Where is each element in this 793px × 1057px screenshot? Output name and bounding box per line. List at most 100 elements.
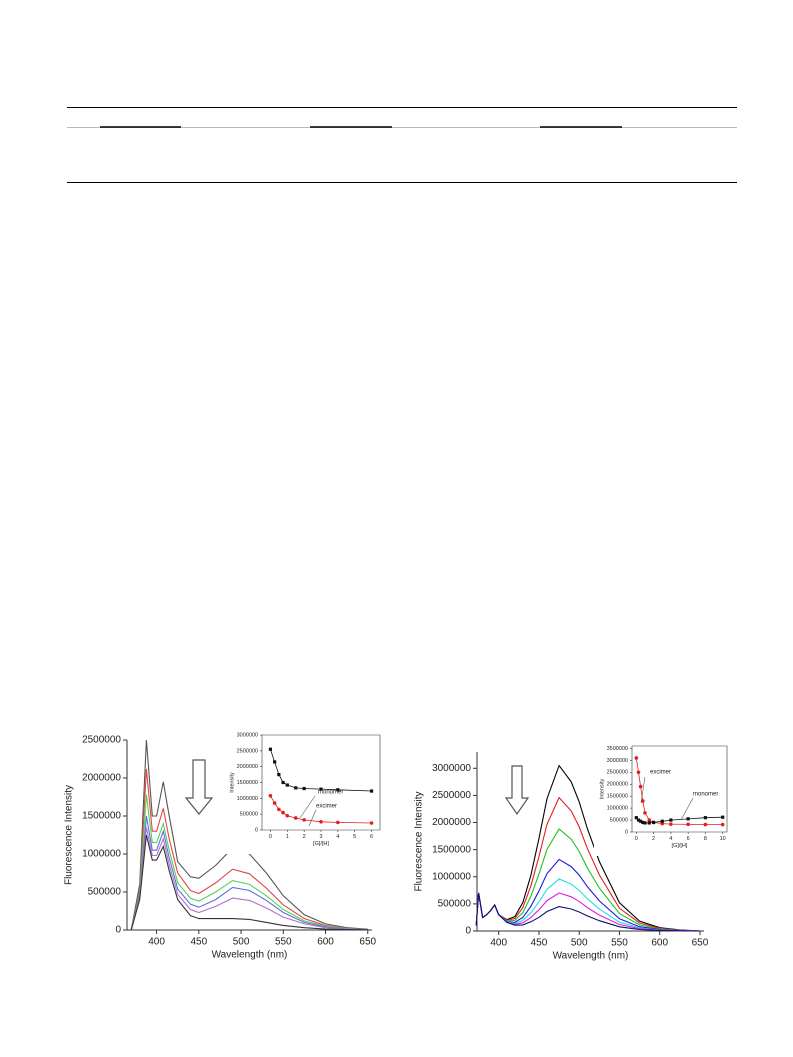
arrow [184,759,214,815]
x-tick-label: 400 [148,937,165,948]
y-tick-label: 1500000 [607,794,628,800]
y-tick-label: 2500000 [237,748,258,754]
y-tick-label: 1500000 [82,811,121,822]
x-tick-label: 550 [611,938,628,949]
annotation: monomer [693,792,718,798]
y-axis-label: Fluorescence Intensity [414,791,425,891]
y-tick-label: 3500000 [607,746,628,752]
y-tick-label: 500000 [610,818,628,824]
y-tick-label: 500000 [438,899,472,910]
inset-background [224,729,386,854]
marker [319,787,323,791]
y-tick-label: 2000000 [607,782,628,788]
marker [272,801,277,805]
chart: 400 450 500 550 600 6500500000100000015000002… [64,735,377,961]
marker [651,820,656,825]
annotation: excimer [650,770,671,776]
x-tick-label: 8 [704,836,707,842]
y-tick-label: 2000000 [237,764,258,770]
x-tick-label: 2 [303,834,306,840]
y-tick-label: 0 [255,827,258,833]
annotation-pointer [680,797,694,821]
x-tick-label: 650 [359,937,376,948]
marker [643,811,647,815]
marker [720,822,725,827]
table-rules [67,107,737,183]
x-tick-label: 10 [720,836,726,842]
marker [319,819,323,824]
inset-chart: 0 1 2 3 4 5 6 0 500000 1000000 1500000 2000000 25000… [224,729,386,854]
marker [703,816,708,820]
annotation: monomer [318,790,343,796]
marker [281,810,285,815]
annotation: excimer [316,804,337,810]
y-tick-label: 1500000 [432,844,471,855]
marker [285,783,289,787]
y-tick-label: 1000000 [432,871,471,882]
x-tick-label: 2 [652,836,655,842]
marker [285,813,290,818]
x-tick-label: 4 [336,834,339,840]
y-tick-label: 0 [465,926,471,937]
x-tick-label: 0 [635,836,638,842]
x-tick-label: 6 [687,836,690,842]
y-tick-label: 1000000 [82,849,121,860]
x-tick-label: 600 [317,937,334,948]
series-line [270,749,372,792]
y-axis-label: Intensity [599,779,605,800]
marker [634,756,639,760]
y-tick-label: 500000 [240,812,258,818]
marker [686,817,690,821]
marker [636,818,641,822]
x-tick-label: 450 [531,938,548,949]
marker [302,818,306,822]
marker [669,818,673,822]
x-tick-label: 550 [275,937,292,948]
x-tick-label: 5 [353,834,356,840]
series-line [270,795,372,824]
marker [273,760,277,764]
x-axis-label: Wavelength (nm) [212,950,288,961]
y-tick-label: 2000000 [432,817,471,828]
x-tick-label: 4 [669,836,672,842]
marker [634,816,638,820]
marker [643,821,647,825]
series-line [130,834,368,931]
marker [281,780,285,785]
marker [636,770,641,775]
marker [302,786,306,791]
y-tick-label: 3000000 [607,758,628,764]
marker [369,821,374,825]
marker [336,820,340,825]
marker [294,786,298,790]
marker [268,747,273,751]
marker [268,794,273,798]
marker [641,820,645,825]
y-tick-label: 500000 [88,887,122,898]
series-line [130,815,368,931]
x-tick-label: 3 [319,834,322,840]
marker [647,818,652,822]
x-tick-label: 500 [571,938,588,949]
marker [669,822,673,826]
y-tick-label: 1500000 [237,780,258,786]
y-tick-label: 3000000 [237,732,258,738]
inset-background [594,740,733,856]
x-tick-label: 500 [233,937,250,948]
x-axis-label: [G]/[H] [672,843,688,849]
y-tick-label: 2500000 [607,770,628,776]
series-line [635,757,723,825]
series-line [130,794,368,931]
axis-frame [631,745,728,833]
inset-chart: 0 2 4 6 8 10 0 500000 1000000 1500000 2000000 25000… [594,740,733,856]
x-tick-label: 400 [490,938,507,949]
x-axis-label: [G]/[H] [313,841,329,847]
marker [639,819,643,823]
marker [277,807,281,812]
series-line [130,768,368,931]
annotation-pointer [299,795,316,819]
marker [660,819,664,823]
annotation-pointer [308,809,317,827]
series-line [475,892,701,932]
y-axis-label: Intensity [229,772,235,793]
